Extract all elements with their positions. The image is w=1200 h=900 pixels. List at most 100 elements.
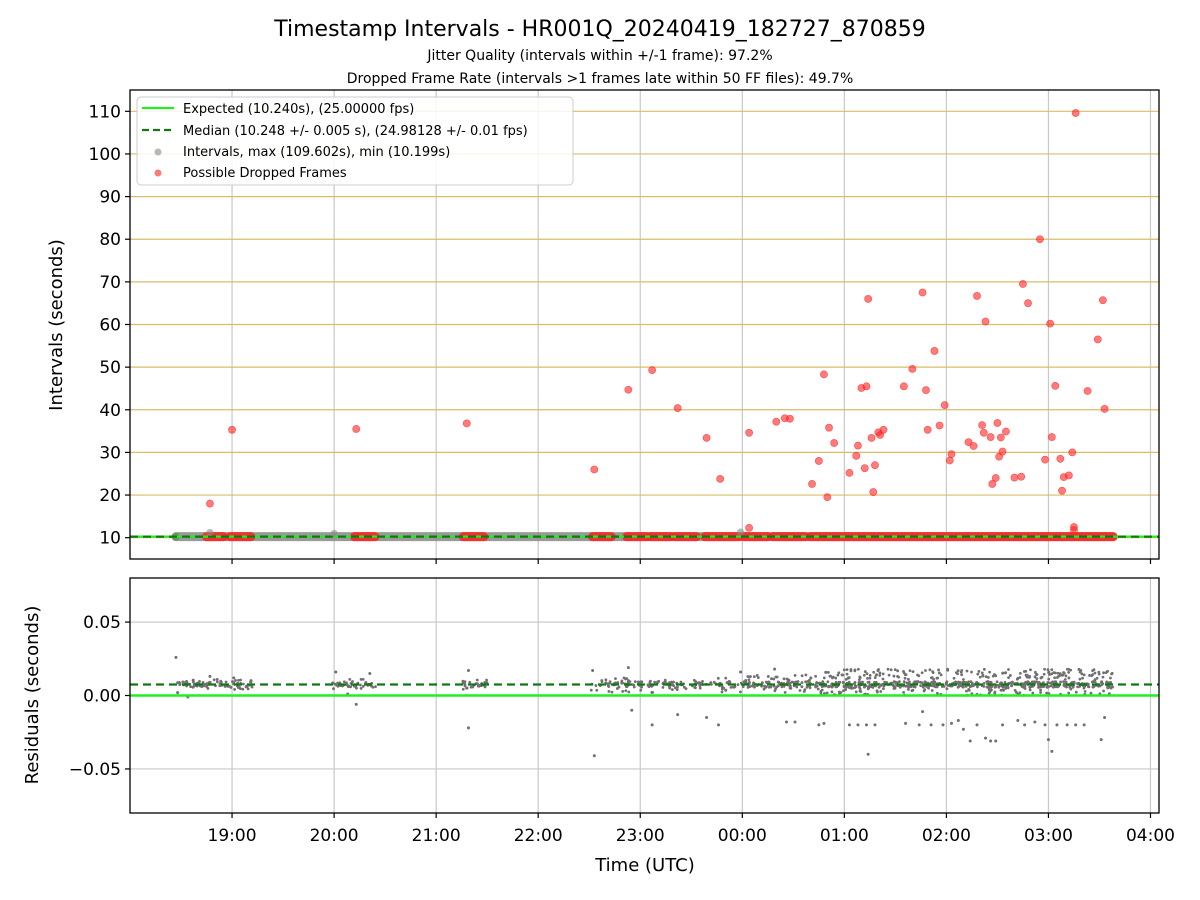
residual-point bbox=[989, 685, 993, 689]
residual-point bbox=[1003, 680, 1007, 684]
residual-point bbox=[874, 680, 878, 684]
residual-point bbox=[933, 685, 937, 689]
residual-point bbox=[946, 684, 950, 687]
residual-point bbox=[600, 679, 604, 682]
residual-point bbox=[908, 669, 912, 673]
legend-box bbox=[136, 96, 574, 186]
residual-point bbox=[663, 680, 667, 684]
residual-point bbox=[889, 668, 893, 672]
residual-point bbox=[1095, 676, 1099, 680]
bottom-reference-lines bbox=[130, 683, 1159, 697]
residual-point bbox=[930, 676, 934, 680]
residual-outlier-point bbox=[592, 754, 596, 758]
residual-point bbox=[854, 684, 857, 688]
residual-point bbox=[1097, 672, 1101, 676]
residual-point bbox=[1024, 680, 1028, 684]
dropped-frame-point bbox=[1041, 455, 1049, 464]
residual-point bbox=[819, 691, 823, 694]
residual-point bbox=[616, 681, 620, 684]
residual-point bbox=[924, 669, 927, 672]
residual-point bbox=[672, 684, 675, 688]
residual-point bbox=[830, 685, 834, 689]
dropped-frame-point bbox=[745, 523, 754, 532]
residual-point bbox=[1054, 685, 1057, 689]
legend-dropped-swatch bbox=[154, 169, 162, 177]
residual-point bbox=[1001, 671, 1005, 675]
residual-point bbox=[1029, 668, 1032, 672]
residual-point bbox=[822, 676, 826, 680]
top-y-tick-label: 50 bbox=[99, 358, 121, 378]
residual-point bbox=[846, 676, 850, 680]
residual-point bbox=[849, 669, 853, 673]
residual-point bbox=[1033, 670, 1037, 674]
dropped-frame-point bbox=[993, 419, 1002, 427]
residual-point bbox=[874, 673, 878, 677]
residual-point bbox=[772, 677, 776, 681]
residual-point bbox=[905, 681, 909, 685]
residual-point bbox=[878, 674, 882, 677]
residual-point bbox=[1072, 680, 1076, 684]
residual-point bbox=[790, 680, 794, 684]
dropped-frame-point bbox=[1010, 473, 1019, 482]
residual-point bbox=[928, 668, 932, 672]
residual-point bbox=[834, 676, 838, 680]
residual-point bbox=[1046, 681, 1050, 684]
residual-point bbox=[1104, 671, 1108, 674]
bottom-y-axis-label: Residuals (seconds) bbox=[22, 606, 43, 785]
residual-point bbox=[935, 691, 939, 695]
top-y-tick-label: 70 bbox=[99, 273, 121, 293]
residual-point bbox=[1061, 673, 1065, 677]
residual-outlier-point bbox=[1023, 723, 1027, 727]
residual-point bbox=[826, 671, 830, 674]
residual-point bbox=[1064, 680, 1068, 684]
residual-point bbox=[858, 685, 861, 689]
residual-outlier-point bbox=[1046, 738, 1050, 742]
residual-point bbox=[995, 680, 999, 684]
dropped-frame-point bbox=[869, 488, 878, 496]
residual-point bbox=[236, 686, 240, 689]
residual-point bbox=[993, 691, 997, 695]
residual-point bbox=[1093, 671, 1097, 675]
residual-point bbox=[766, 675, 770, 678]
residual-point bbox=[1008, 674, 1012, 677]
residual-point bbox=[1093, 678, 1097, 682]
residual-point bbox=[595, 688, 599, 692]
residual-point bbox=[834, 685, 838, 689]
residual-point bbox=[648, 680, 652, 684]
residual-point bbox=[627, 690, 631, 694]
dropped-frame-point bbox=[1058, 486, 1066, 495]
dropped-frame-point bbox=[854, 441, 862, 450]
residual-point bbox=[332, 687, 335, 691]
residual-point bbox=[764, 680, 768, 684]
residual-point bbox=[1090, 674, 1094, 678]
residual-point bbox=[1035, 677, 1039, 681]
residual-point bbox=[913, 685, 917, 689]
residual-point bbox=[463, 680, 467, 684]
residual-point bbox=[866, 676, 869, 680]
dropped-frame-point bbox=[996, 433, 1005, 442]
residual-point bbox=[646, 683, 650, 687]
residual-point bbox=[847, 685, 851, 689]
dropped-frame-point bbox=[1068, 448, 1077, 457]
dropped-frame-point bbox=[991, 474, 1000, 482]
residual-point bbox=[982, 667, 986, 671]
dropped-frame-point bbox=[940, 401, 949, 409]
residual-point bbox=[904, 673, 908, 677]
top-y-tick-label: 40 bbox=[99, 401, 121, 421]
residual-point bbox=[208, 681, 211, 684]
legend-median-label: Median (10.248 +/- 0.005 s), (24.98128 +… bbox=[183, 124, 528, 139]
residual-point bbox=[1010, 684, 1014, 687]
residual-point bbox=[748, 675, 751, 679]
residual-point bbox=[468, 680, 472, 684]
residual-point bbox=[249, 680, 252, 684]
dropped-frame-point bbox=[1019, 280, 1027, 288]
residual-point bbox=[841, 680, 845, 684]
residual-point bbox=[1081, 676, 1084, 680]
residual-point bbox=[246, 687, 250, 691]
top-reference-lines bbox=[130, 532, 1159, 542]
residual-outlier-point bbox=[1016, 718, 1020, 722]
dropped-frame-point bbox=[1083, 387, 1092, 395]
residual-point bbox=[775, 675, 779, 679]
residual-point bbox=[962, 678, 965, 681]
